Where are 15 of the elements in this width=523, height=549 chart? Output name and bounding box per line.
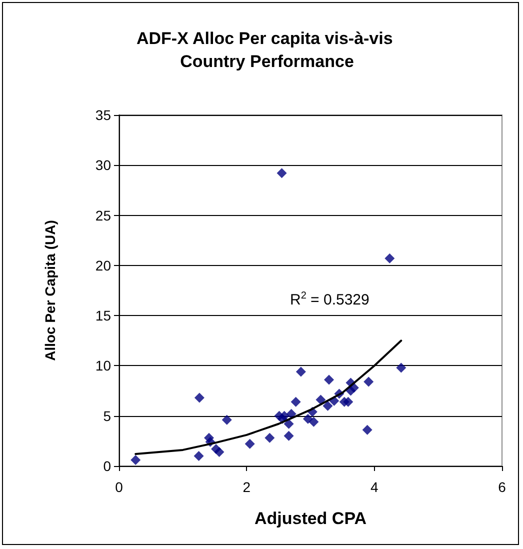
chart-title: ADF-X Alloc Per capita vis-à-vis Country Performance	[136, 29, 398, 71]
y-tick-label: 25	[95, 207, 112, 224]
y-tick-label: 10	[95, 358, 112, 374]
y-axis-title: Alloc Per Capita (UA)	[42, 220, 58, 361]
x-tick-label: 6	[498, 479, 506, 495]
x-tick-label: 4	[370, 479, 378, 495]
y-tick-label: 5	[103, 408, 112, 424]
y-tick-label: 0	[103, 458, 112, 474]
x-axis-title: Adjusted CPA	[254, 509, 367, 528]
y-tick-label: 35	[95, 107, 112, 123]
x-tick-label: 0	[115, 479, 124, 495]
x-tick-label: 2	[242, 479, 251, 495]
y-tick-label: 20	[95, 257, 112, 274]
y-tick-label: 30	[95, 157, 112, 174]
y-tick-label: 15	[95, 308, 112, 324]
